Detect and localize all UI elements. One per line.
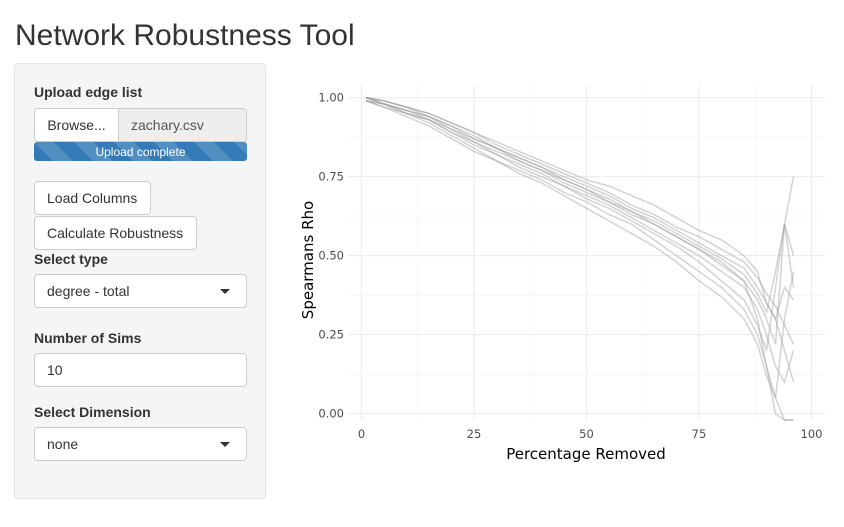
y-tick-label: 1.00 <box>318 91 344 105</box>
x-tick-label: 0 <box>358 427 365 441</box>
upload-progress-bar: Upload complete <box>34 142 247 161</box>
y-axis-label: Spearmans Rho <box>299 201 317 319</box>
series-line <box>365 96 795 383</box>
chevron-down-icon <box>220 289 230 294</box>
calculate-robustness-button[interactable]: Calculate Robustness <box>34 216 197 250</box>
page-title: Network Robustness Tool <box>15 19 355 52</box>
num-sims-label: Number of Sims <box>34 330 142 346</box>
series-line <box>365 96 794 421</box>
load-columns-button[interactable]: Load Columns <box>34 181 151 215</box>
series-line <box>365 96 795 345</box>
series-line <box>365 100 795 351</box>
series-line <box>365 96 795 321</box>
series-line <box>365 96 795 345</box>
y-tick-label: 0.00 <box>318 407 344 421</box>
series-line <box>365 96 795 315</box>
y-tick-label: 0.25 <box>318 328 344 342</box>
select-dimension-value: none <box>47 436 79 452</box>
y-tick-label: 0.50 <box>318 249 344 263</box>
select-type-dropdown[interactable]: degree - total <box>34 274 247 308</box>
robustness-chart: 0 25 50 75 100 0.00 0.25 0.50 0.75 1.00 Percentag… <box>299 85 825 463</box>
num-sims-input[interactable] <box>34 353 247 387</box>
x-axis-label: Percentage Removed <box>506 445 666 463</box>
select-dimension-dropdown[interactable]: none <box>34 427 247 461</box>
x-tick-label: 100 <box>801 427 823 441</box>
select-dimension-label: Select Dimension <box>34 404 151 420</box>
series-line <box>365 100 795 399</box>
select-type-value: degree - total <box>47 283 130 299</box>
file-name-field: zachary.csv <box>119 109 246 141</box>
file-upload-group: Browse... zachary.csv <box>34 108 247 142</box>
chevron-down-icon <box>220 442 230 447</box>
series-line <box>365 100 795 385</box>
upload-label: Upload edge list <box>34 84 143 100</box>
x-tick-label: 50 <box>579 427 594 441</box>
sidebar-panel: Upload edge list Browse... zachary.csv U… <box>14 63 266 499</box>
x-tick-label: 75 <box>692 427 707 441</box>
browse-button[interactable]: Browse... <box>35 109 119 141</box>
select-type-label: Select type <box>34 251 108 267</box>
x-tick-label: 25 <box>467 427 482 441</box>
y-tick-label: 0.75 <box>318 170 344 184</box>
upload-progress-text: Upload complete <box>95 144 186 159</box>
series-line <box>365 100 794 421</box>
